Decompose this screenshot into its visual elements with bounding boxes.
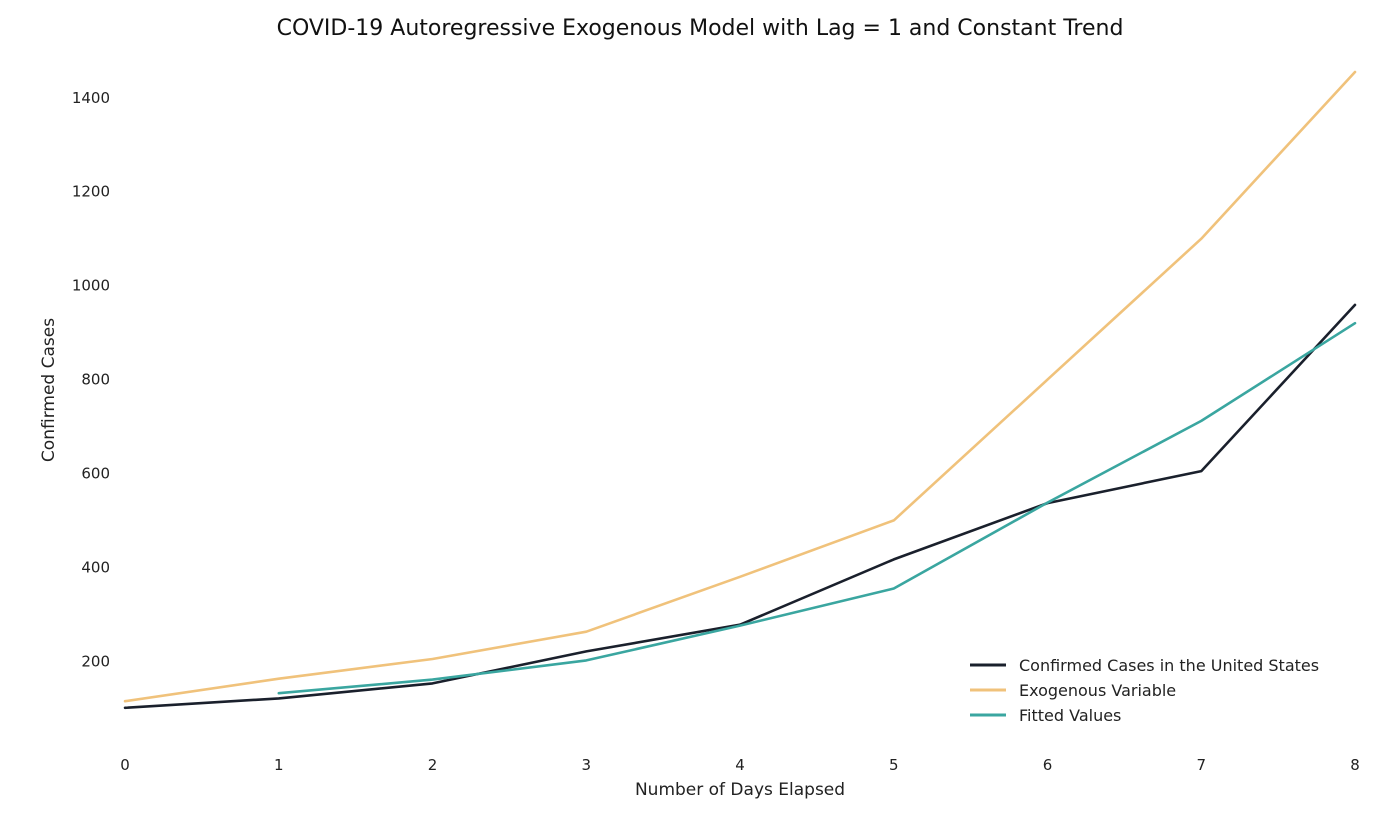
- chart-title: COVID-19 Autoregressive Exogenous Model …: [277, 16, 1124, 41]
- x-tick-label: 5: [889, 756, 899, 774]
- y-tick-label: 1000: [72, 277, 110, 295]
- y-ticks: 200 400 600 800 1000 1200 1400: [72, 89, 110, 670]
- x-tick-label: 7: [1196, 756, 1206, 774]
- legend-entry: Fitted Values: [1019, 706, 1121, 725]
- y-tick-label: 800: [81, 371, 110, 389]
- y-tick-label: 1400: [72, 89, 110, 107]
- x-axis-label: Number of Days Elapsed: [635, 780, 845, 800]
- x-tick-label: 1: [274, 756, 284, 774]
- legend: Confirmed Cases in the United States Exog…: [970, 656, 1319, 725]
- y-tick-label: 200: [81, 652, 110, 670]
- y-axis-label: Confirmed Cases: [39, 318, 59, 462]
- legend-entry: Confirmed Cases in the United States: [1019, 656, 1319, 675]
- series-lines: [123, 70, 1357, 710]
- x-tick-label: 6: [1043, 756, 1053, 774]
- x-tick-label: 8: [1350, 756, 1360, 774]
- x-tick-label: 2: [428, 756, 438, 774]
- x-tick-label: 0: [120, 756, 130, 774]
- y-tick-label: 1200: [72, 183, 110, 201]
- x-tick-label: 3: [581, 756, 591, 774]
- x-tick-label: 4: [735, 756, 745, 774]
- x-ticks: 0 1 2 3 4 5 6 7 8: [120, 756, 1360, 774]
- series-line-3: [277, 321, 1357, 695]
- y-tick-label: 600: [81, 464, 110, 482]
- y-tick-label: 400: [81, 558, 110, 576]
- series-line-1: [123, 303, 1357, 710]
- series-line-2: [123, 70, 1357, 703]
- legend-entry: Exogenous Variable: [1019, 681, 1176, 700]
